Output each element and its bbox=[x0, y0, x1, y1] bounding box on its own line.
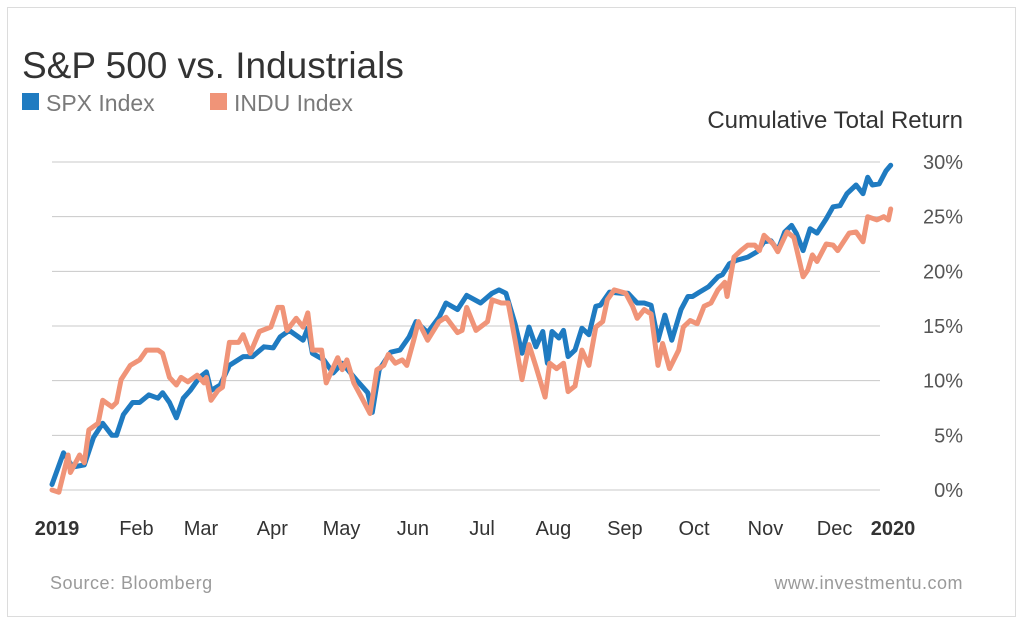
series-lines bbox=[49, 162, 894, 495]
x-tick-label: Mar bbox=[184, 518, 219, 540]
y-tick-labels: 0% 5% 10% 15% 20% 25% 30% bbox=[923, 152, 963, 502]
x-tick-label: Nov bbox=[748, 518, 784, 540]
legend-label-spx: SPX Index bbox=[46, 90, 155, 116]
chart-title: S&P 500 vs. Industrials bbox=[22, 45, 404, 86]
source-note: Source: Bloomberg bbox=[50, 573, 213, 593]
legend-label-indu: INDU Index bbox=[234, 90, 353, 116]
y-tick-label: 5% bbox=[934, 425, 963, 447]
y-tick-label: 15% bbox=[923, 316, 963, 338]
legend: SPX Index INDU Index bbox=[22, 90, 353, 116]
x-tick-label: 2020 bbox=[871, 518, 916, 540]
series-line-indu-index bbox=[49, 206, 894, 495]
website-link[interactable]: www.investmentu.com bbox=[773, 573, 963, 593]
x-tick-label: Dec bbox=[817, 518, 853, 540]
x-tick-labels: 2019 Feb Mar Apr May Jun Jul Aug Sep Oct Nov Dec 202… bbox=[35, 518, 916, 540]
x-tick-label: Jul bbox=[469, 518, 495, 540]
chart-card bbox=[7, 7, 1016, 617]
y-tick-label: 10% bbox=[923, 371, 963, 393]
y-tick-label: 0% bbox=[934, 480, 963, 502]
x-tick-label: Aug bbox=[536, 518, 572, 540]
legend-swatch-indu bbox=[210, 93, 227, 110]
y-axis-title: Cumulative Total Return bbox=[707, 107, 963, 134]
x-tick-label: May bbox=[323, 518, 361, 540]
x-tick-label: 2019 bbox=[35, 518, 80, 540]
x-tick-label: Feb bbox=[119, 518, 153, 540]
legend-swatch-spx bbox=[22, 93, 39, 110]
y-tick-label: 30% bbox=[923, 152, 963, 174]
x-tick-label: Apr bbox=[257, 518, 288, 540]
y-tick-label: 25% bbox=[923, 207, 963, 229]
y-tick-label: 20% bbox=[923, 261, 963, 283]
x-tick-label: Sep bbox=[607, 518, 643, 540]
x-tick-label: Oct bbox=[678, 518, 710, 540]
gridlines bbox=[52, 161, 880, 491]
x-tick-label: Jun bbox=[397, 518, 429, 540]
